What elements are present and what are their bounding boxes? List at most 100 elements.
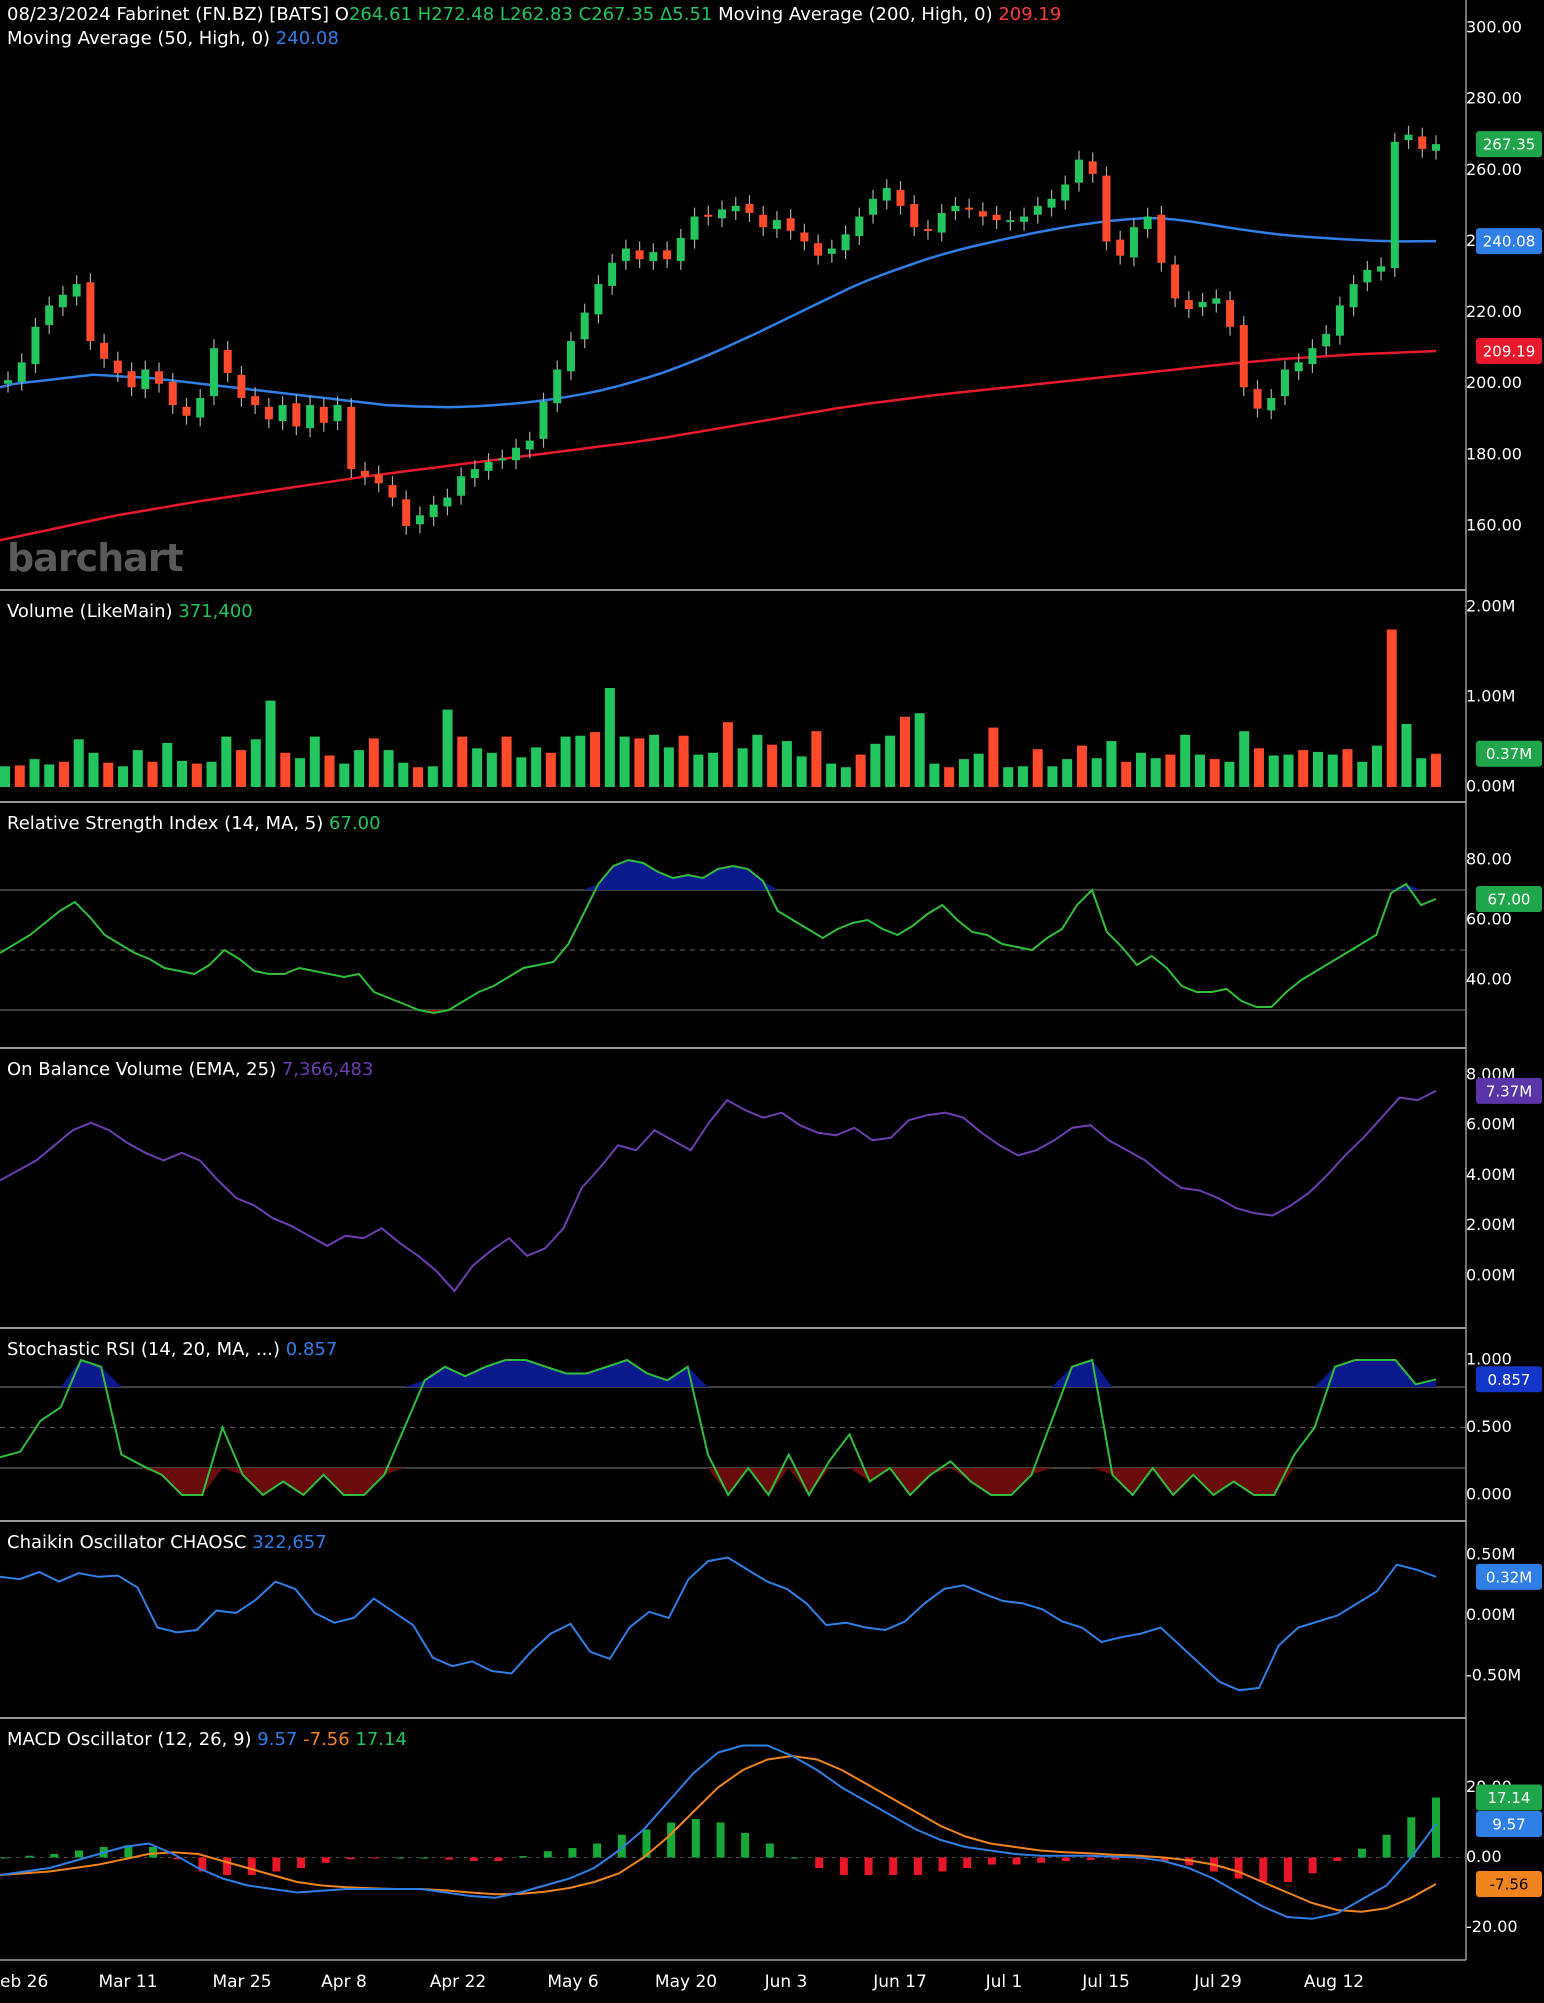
price-axis-tick: 260.00 bbox=[1466, 160, 1522, 179]
price-ma200-tag-bg bbox=[1476, 338, 1542, 365]
candle-body bbox=[58, 294, 67, 308]
macd-axis-tick: -20.00 bbox=[1466, 1917, 1518, 1936]
candle-body bbox=[923, 228, 932, 231]
volume-bar bbox=[1194, 754, 1205, 787]
rsi-tag: 67.00 bbox=[1488, 891, 1531, 909]
volume-bar bbox=[250, 739, 261, 787]
rsi-title-text: Relative Strength Index (14, MA, 5) bbox=[7, 813, 324, 834]
candle-body bbox=[31, 326, 40, 365]
volume-bar bbox=[1386, 629, 1397, 787]
macd-histogram-bar bbox=[593, 1843, 602, 1858]
volume-bar bbox=[177, 760, 188, 787]
candle-body bbox=[731, 205, 740, 212]
x-axis-label: Jul 1 bbox=[985, 1972, 1023, 1992]
header-low: L262.83 bbox=[499, 4, 573, 25]
candle-body bbox=[512, 447, 521, 461]
volume-bar bbox=[545, 752, 556, 787]
macd-histogram-bar bbox=[1308, 1857, 1317, 1874]
candle-body bbox=[1061, 184, 1070, 201]
macd-histogram-bar bbox=[1333, 1857, 1342, 1861]
price-ma50-tag-bg bbox=[1476, 228, 1542, 255]
candle-body bbox=[1102, 175, 1111, 242]
volume-bar bbox=[1150, 758, 1161, 787]
candle-body bbox=[965, 207, 974, 210]
x-axis-label: Apr 22 bbox=[430, 1972, 486, 1992]
candle-body bbox=[882, 188, 891, 201]
price-axis-tick: 200.00 bbox=[1466, 373, 1522, 392]
volume-bar bbox=[560, 736, 571, 787]
macd-hist-value: 17.14 bbox=[355, 1729, 407, 1750]
x-axis-label: Jul 15 bbox=[1081, 1972, 1130, 1992]
macd-histogram-bar bbox=[1382, 1834, 1391, 1858]
candle-body bbox=[196, 397, 205, 418]
volume-bar bbox=[1224, 761, 1235, 787]
volume-bar bbox=[767, 744, 778, 787]
macd-histogram-bar bbox=[765, 1843, 774, 1858]
price-axis-tick: 180.00 bbox=[1466, 444, 1522, 463]
header-open: 264.61 bbox=[348, 4, 412, 25]
header-open-prefix: O bbox=[334, 4, 349, 25]
candle-body bbox=[484, 461, 493, 471]
x-axis-label: Jun 17 bbox=[872, 1972, 927, 1992]
volume-bar bbox=[221, 736, 232, 787]
x-axis-label: Jul 29 bbox=[1193, 1972, 1242, 1992]
volume-title-text: Volume (LikeMain) bbox=[7, 601, 173, 622]
macd-histogram-bar bbox=[543, 1851, 552, 1858]
candle-body bbox=[1294, 362, 1303, 372]
volume-bar bbox=[1091, 758, 1102, 787]
macd-histogram-bar bbox=[889, 1857, 898, 1875]
volume-bar bbox=[619, 736, 630, 787]
stoch-over-fill bbox=[0, 1360, 1436, 1387]
header-ma50-label: Moving Average (50, High, 0) bbox=[7, 28, 271, 49]
candle-body bbox=[113, 360, 122, 374]
macd-histogram-bar bbox=[741, 1833, 750, 1858]
macd-histogram-bar bbox=[987, 1857, 996, 1865]
volume-bar bbox=[855, 754, 866, 787]
candle-body bbox=[1020, 216, 1029, 222]
candle-body bbox=[896, 189, 905, 206]
obv-title-text: On Balance Volume (EMA, 25) bbox=[7, 1059, 277, 1080]
rsi-value: 67.00 bbox=[329, 813, 381, 834]
macd-histogram-bar bbox=[50, 1854, 59, 1858]
volume-bar bbox=[634, 738, 645, 787]
header-date: 08/23/2024 bbox=[7, 4, 111, 25]
rsi-title: Relative Strength Index (14, MA, 5) 67.0… bbox=[7, 813, 381, 834]
macd-histogram-bar bbox=[1086, 1857, 1095, 1860]
candle-body bbox=[127, 371, 136, 388]
macd-histogram-bar bbox=[1407, 1817, 1416, 1858]
obv-axis-tick: 0.00M bbox=[1466, 1265, 1515, 1284]
macd-histogram-bar bbox=[716, 1822, 725, 1858]
candle-body bbox=[855, 216, 864, 237]
macd-histogram-bar bbox=[198, 1857, 207, 1872]
volume-bar bbox=[162, 742, 173, 787]
stoch-axis-tick: 0.000 bbox=[1466, 1485, 1512, 1504]
stoch-value: 0.857 bbox=[285, 1339, 338, 1360]
stoch-tag-bg bbox=[1476, 1366, 1542, 1393]
volume-bar bbox=[132, 750, 143, 787]
macd-histogram-bar bbox=[223, 1857, 232, 1875]
barchart-watermark: barchart bbox=[7, 536, 184, 580]
candle-body bbox=[649, 252, 658, 261]
x-axis-label: May 20 bbox=[655, 1972, 717, 1992]
obv-title: On Balance Volume (EMA, 25) 7,366,483 bbox=[7, 1059, 373, 1080]
volume-bar bbox=[398, 762, 409, 787]
volume-bar bbox=[1180, 734, 1191, 787]
candle-body bbox=[800, 232, 809, 242]
candle-body bbox=[1075, 159, 1083, 183]
candle-body bbox=[1308, 348, 1317, 365]
candle-body bbox=[869, 198, 878, 215]
candle-body bbox=[457, 476, 466, 496]
macd-histogram-bar bbox=[445, 1857, 454, 1860]
candle-body bbox=[1322, 333, 1331, 347]
candle-body bbox=[814, 243, 823, 256]
x-axis-label: Jun 3 bbox=[764, 1972, 808, 1992]
candle-body bbox=[155, 371, 164, 384]
header-ma50-value: 240.08 bbox=[275, 28, 339, 49]
header-change: Δ5.51 bbox=[659, 4, 713, 25]
candle-body bbox=[1377, 266, 1386, 272]
volume-bar bbox=[604, 688, 615, 787]
volume-bar bbox=[1268, 755, 1279, 787]
candle-body bbox=[827, 248, 836, 254]
candle-body bbox=[539, 401, 548, 439]
volume-bar bbox=[1121, 761, 1132, 787]
